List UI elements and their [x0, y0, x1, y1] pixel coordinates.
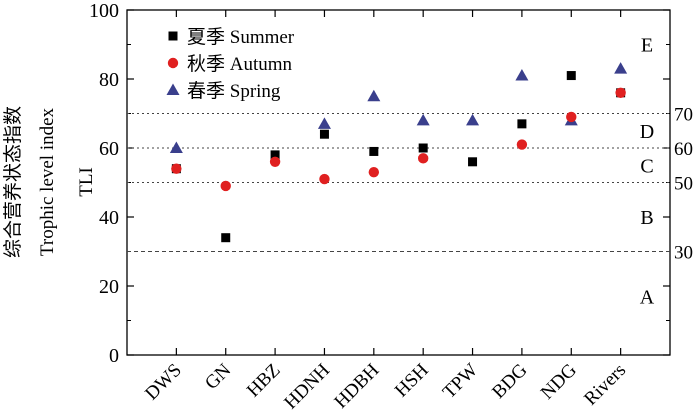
- y-axis-label-tli: TLI: [76, 167, 97, 197]
- data-point-circle: [615, 87, 626, 99]
- data-point-triangle: [416, 113, 430, 126]
- legend-marker-circle: [167, 57, 179, 69]
- data-point-circle: [417, 153, 429, 164]
- x-tick-label: GN: [201, 359, 235, 393]
- data-point-square: [319, 129, 329, 139]
- data-point-triangle: [317, 117, 331, 129]
- threshold-label: 70: [674, 105, 693, 126]
- x-tick-label: HSH: [391, 359, 433, 401]
- legend: 夏季 Summer 秋季 Autumn 春季 Spring: [166, 26, 295, 102]
- data-point-circle: [566, 111, 577, 123]
- data-marks: [169, 62, 628, 243]
- threshold-label: 60: [674, 139, 693, 160]
- data-point-triangle: [169, 141, 183, 153]
- y-tick-label: 80: [99, 69, 119, 91]
- zone-label: E: [641, 35, 653, 57]
- y-axis-label-en: Trophic level index: [37, 107, 58, 256]
- data-point-square: [369, 146, 379, 156]
- data-point-square: [468, 157, 478, 167]
- data-point-circle: [319, 173, 330, 185]
- data-point-square: [221, 233, 231, 243]
- x-tick-label: BDG: [488, 359, 531, 402]
- threshold-lines: 30 50 60 70 A B CD E: [127, 35, 693, 308]
- data-point-square: [566, 71, 576, 81]
- data-point-circle: [368, 166, 380, 178]
- x-tick-label: TPW: [439, 360, 482, 403]
- legend-marker-triangle: [166, 83, 180, 95]
- data-point-square: [270, 150, 280, 160]
- data-point-circle: [171, 163, 182, 174]
- x-tick-label: Rivers: [580, 360, 630, 410]
- legend-marker-square: [168, 31, 178, 41]
- data-point-triangle: [466, 113, 480, 126]
- threshold-label: 50: [674, 174, 693, 195]
- y-tick-label: 20: [99, 276, 119, 298]
- axis-labels: 综合营养状态指数 Trophic level index TLI: [2, 106, 97, 258]
- y-tick-label: 0: [109, 345, 119, 367]
- data-point-triangle: [614, 62, 628, 74]
- x-tick-label: DWS: [141, 360, 186, 405]
- data-point-circle: [516, 139, 528, 150]
- zone-label: C: [640, 155, 653, 177]
- zone-label: D: [640, 121, 654, 143]
- zone-label: A: [640, 286, 655, 308]
- data-point-circle: [220, 180, 231, 192]
- y-axis-label-cn: 综合营养状态指数: [2, 106, 24, 258]
- data-point-circle: [269, 156, 281, 167]
- x-tick-label: HDBH: [330, 359, 383, 412]
- legend-label: 春季 Spring: [187, 80, 281, 102]
- data-point-triangle: [515, 69, 529, 81]
- zone-label: B: [640, 207, 653, 229]
- x-tick-label: NDG: [537, 359, 581, 403]
- legend-label: 秋季 Autumn: [187, 53, 293, 75]
- threshold-label: 30: [674, 243, 693, 264]
- x-tick-label: HDNH: [280, 359, 334, 413]
- data-point-triangle: [367, 89, 381, 102]
- legend-label: 夏季 Summer: [187, 26, 295, 48]
- data-point-square: [517, 119, 527, 129]
- y-tick-label: 60: [99, 138, 119, 160]
- y-tick-label: 100: [89, 0, 119, 22]
- x-tick-label: HBZ: [243, 360, 285, 402]
- y-tick-label: 40: [99, 207, 119, 229]
- data-point-square: [418, 143, 428, 153]
